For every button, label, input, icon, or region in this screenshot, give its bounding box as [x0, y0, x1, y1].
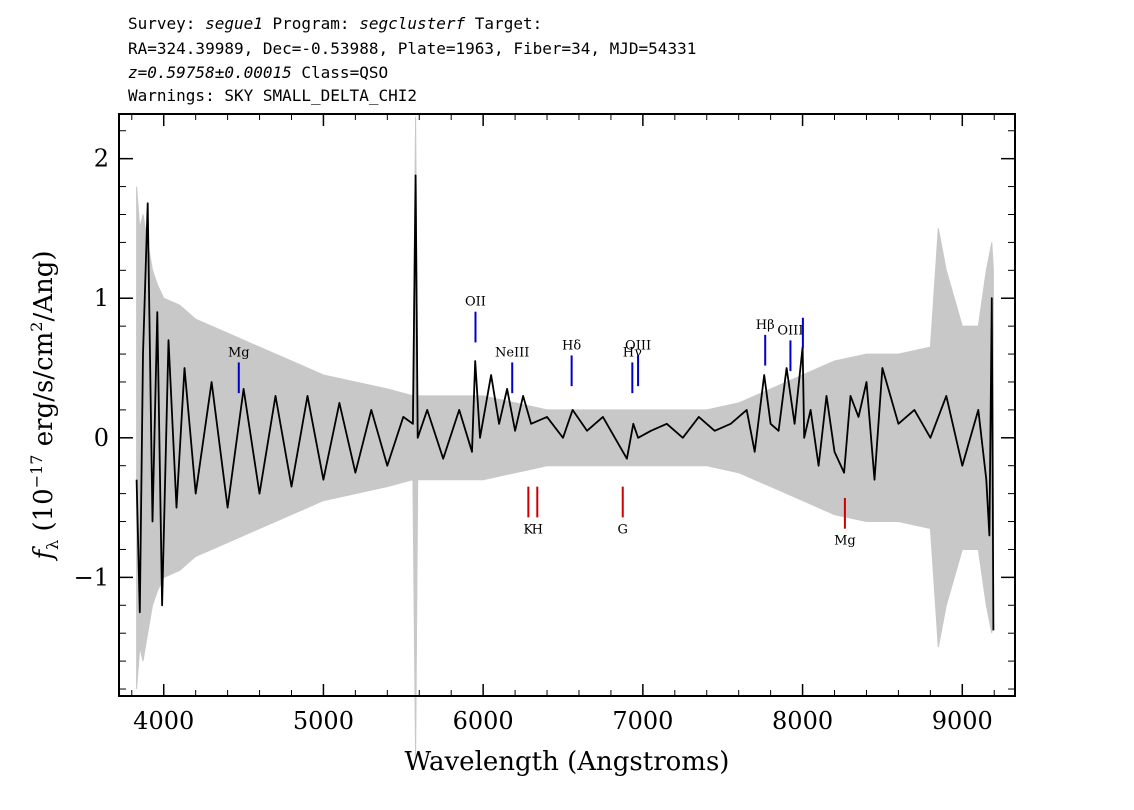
survey-label: Survey: — [128, 14, 206, 33]
emission-line-label: NeIII — [495, 345, 529, 360]
emission-line-label: OII — [465, 295, 486, 310]
emission-line-label: OIII — [625, 338, 651, 353]
absorption-line-label: G — [618, 522, 628, 537]
redshift-value: z=0.59758±0.00015 — [128, 63, 292, 82]
emission-line-label: Mg — [228, 345, 250, 360]
header-line-2: RA=324.39989, Dec=-0.53988, Plate=1963, … — [128, 39, 697, 58]
x-tick-label: 5000 — [293, 707, 354, 735]
flux-series-layer — [135, 174, 995, 631]
header-line-1: Survey: segue1 Program: segclusterf Targ… — [128, 14, 542, 33]
x-tick-label: 7000 — [612, 707, 673, 735]
absorption-line-label: K — [523, 522, 533, 537]
x-tick-label: 8000 — [772, 707, 833, 735]
y-tick-label: 0 — [94, 424, 109, 452]
x-axis-label: Wavelength (Angstroms) — [405, 747, 730, 777]
y-tick-label: 2 — [94, 145, 109, 173]
target-label: Target: — [465, 14, 543, 33]
plot-frame — [118, 113, 1016, 697]
error-band-layer — [136, 116, 994, 759]
x-tick-label: 9000 — [932, 707, 993, 735]
emission-line-label: Hβ — [756, 318, 775, 333]
x-axis: 4000 5000 6000 7000 8000 9000 — [131, 114, 995, 735]
absorption-line-label: Mg — [834, 534, 856, 549]
x-tick-label: 6000 — [453, 707, 514, 735]
y-tick-label: −1 — [74, 563, 109, 591]
survey-value: segue1 — [205, 14, 263, 33]
y-axis: −1 0 1 2 — [74, 130, 1015, 690]
emission-line-label: Hδ — [562, 338, 581, 353]
y-axis-label: fλ (10−17 erg/s/cm2/Ang) — [27, 250, 62, 561]
flux-line — [135, 174, 995, 631]
program-value: segclusterf — [359, 14, 466, 33]
absorption-line-label: H — [532, 522, 543, 537]
class-value: Class=QSO — [291, 63, 389, 82]
emission-line-label: OIII — [777, 323, 803, 338]
program-label: Program: — [262, 14, 360, 33]
error-band — [136, 116, 994, 759]
header-line-4: Warnings: SKY SMALL_DELTA_CHI2 — [128, 86, 417, 105]
header-line-3: z=0.59758±0.00015 Class=QSO — [128, 63, 388, 82]
x-tick-label: 4000 — [133, 707, 194, 735]
y-tick-label: 1 — [94, 284, 109, 312]
